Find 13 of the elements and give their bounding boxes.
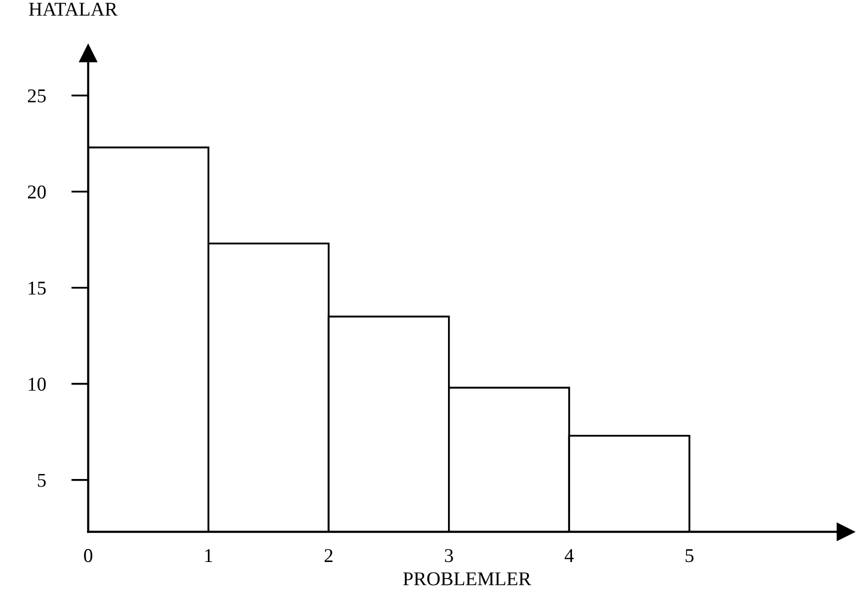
- y-tick-label: 20: [28, 185, 46, 199]
- x-tick-label: 5: [686, 549, 694, 562]
- x-tick-label: 4: [564, 549, 574, 562]
- y-tick-label: 5: [38, 474, 46, 487]
- x-tick-label: 3: [444, 549, 454, 562]
- y-tick-label: 25: [28, 89, 46, 102]
- x-axis-title: PROBLEMLER: [403, 572, 532, 586]
- y-tick-label: 10: [28, 378, 46, 391]
- x-tick-label: 0: [84, 549, 92, 562]
- y-axis-title: HATALAR: [28, 2, 118, 16]
- y-tick-label: 15: [28, 282, 46, 295]
- x-tick-label: 1: [205, 549, 212, 562]
- x-tick-label: 2: [324, 549, 332, 562]
